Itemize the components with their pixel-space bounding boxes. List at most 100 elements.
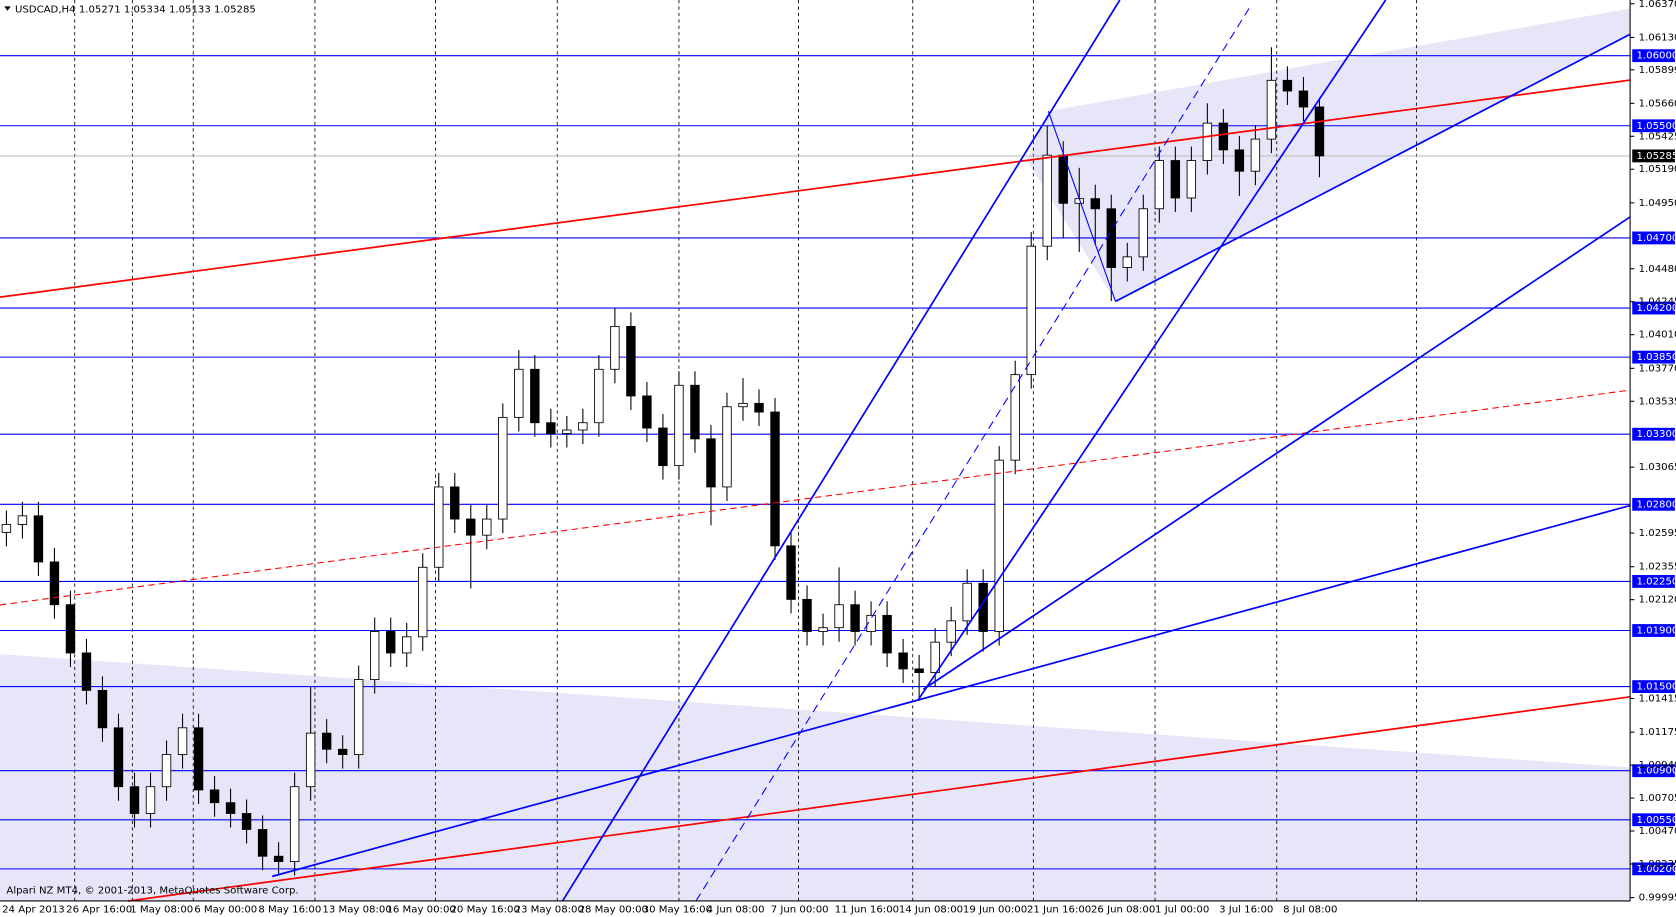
candle-body xyxy=(145,786,156,814)
x-tick-label: 28 May 00:00 xyxy=(579,905,648,916)
x-tick-label: 23 May 08:00 xyxy=(515,905,584,916)
candle-body xyxy=(738,402,748,408)
candle-body xyxy=(209,789,220,804)
level-label: 1.04700 xyxy=(1637,233,1676,244)
y-tick-label: 1.06370 xyxy=(1639,0,1676,10)
candle-body xyxy=(498,416,508,520)
candle-body xyxy=(818,627,828,632)
candle-body xyxy=(450,486,460,520)
level-tag xyxy=(1632,119,1675,133)
level-label: 1.05500 xyxy=(1637,121,1676,132)
last-price-label: 1.05285 xyxy=(1637,151,1676,162)
levels: 1.06000 1.05500 1.04700 1.04200 1.03850 1.033… xyxy=(0,49,1676,876)
level-label: 1.00550 xyxy=(1637,815,1676,826)
candle-body xyxy=(514,368,524,418)
y-tick-label: 1.04950 xyxy=(1639,198,1676,209)
level-label: 1.03850 xyxy=(1637,352,1676,363)
candle-body xyxy=(65,604,76,654)
level-tag xyxy=(1632,764,1675,778)
candle-body xyxy=(834,604,844,629)
candle-body xyxy=(17,515,28,525)
level-tag xyxy=(1632,575,1675,588)
candle-body xyxy=(1234,149,1245,172)
candle-body xyxy=(1250,138,1261,172)
candle-body xyxy=(353,679,364,756)
candle-body xyxy=(866,614,876,632)
candle-body xyxy=(658,427,668,467)
x-tick-label: 1 Jul 00:00 xyxy=(1155,905,1209,916)
candle-body xyxy=(177,727,188,756)
x-tick-label: 8 May 16:00 xyxy=(258,905,321,916)
x-tick-label: 21 Jun 16:00 xyxy=(1027,905,1091,916)
x-tick-label: 20 May 16:00 xyxy=(450,905,519,916)
trendline xyxy=(127,695,1631,902)
trendline xyxy=(1115,33,1631,303)
candle-body xyxy=(674,384,684,467)
level-label: 1.00200 xyxy=(1637,864,1676,875)
candle-body xyxy=(113,727,124,788)
candle-body xyxy=(257,829,268,857)
level-label: 1.01500 xyxy=(1637,682,1676,693)
candle-body xyxy=(273,855,284,862)
candle-body xyxy=(882,614,892,654)
trendline xyxy=(271,504,1631,878)
x-tick-label: 7 Jun 00:00 xyxy=(771,905,829,916)
candle-body xyxy=(914,668,924,673)
candle-body xyxy=(578,422,588,431)
y-tick-label: 1.04245 xyxy=(1639,297,1676,308)
x-tick-label: 4 Jun 08:00 xyxy=(707,905,765,916)
y-tick-label: 1.02355 xyxy=(1639,562,1676,573)
level-label: 1.02250 xyxy=(1637,576,1676,587)
candle-body xyxy=(530,368,540,424)
candle-body xyxy=(1010,374,1020,461)
drawings xyxy=(0,0,1631,901)
level-tag xyxy=(1632,301,1675,315)
y-tick-label: 1.02120 xyxy=(1639,595,1676,606)
y-tick-label: 1.03065 xyxy=(1639,462,1676,473)
x-tick-label: 1 May 08:00 xyxy=(130,905,193,916)
candle-body xyxy=(305,732,316,788)
y-tick-label: 1.04480 xyxy=(1639,264,1676,275)
trendlines xyxy=(0,0,1631,902)
candle-body xyxy=(770,411,780,547)
candles xyxy=(1,47,1325,876)
candle-body xyxy=(642,395,652,429)
candle-body xyxy=(626,325,636,397)
candle-body xyxy=(1186,160,1197,199)
candle-body xyxy=(225,802,236,814)
candle-body xyxy=(1298,90,1309,108)
candle-body xyxy=(1,524,12,533)
x-tick-label: 14 Jun 08:00 xyxy=(899,905,963,916)
candle-body xyxy=(337,748,348,756)
y-tick-label: 1.00940 xyxy=(1639,760,1676,771)
y-tick-label: 1.05899 xyxy=(1639,65,1676,76)
candle-body xyxy=(1042,154,1052,247)
trendline xyxy=(922,216,1631,691)
menu-arrow[interactable] xyxy=(4,6,11,11)
candle-body xyxy=(482,518,492,536)
x-tick-label: 19 Jun 00:00 xyxy=(963,905,1027,916)
candle-body xyxy=(1314,106,1325,157)
candle-body xyxy=(1202,122,1213,161)
x-tick-label: 11 Jun 16:00 xyxy=(835,905,899,916)
candle-body xyxy=(321,732,332,750)
y-tick-label: 1.03770 xyxy=(1639,363,1676,374)
candle-body xyxy=(802,598,812,632)
y-tick-label: 1.02595 xyxy=(1639,528,1676,539)
level-label: 1.01900 xyxy=(1637,626,1676,637)
candle-body xyxy=(193,727,204,791)
candle-body xyxy=(81,652,92,691)
level-tag xyxy=(1632,862,1675,876)
candle-body xyxy=(418,566,428,638)
candle-body xyxy=(1106,208,1116,268)
trendline xyxy=(695,8,1250,902)
candle-body xyxy=(962,582,972,622)
candle-body xyxy=(786,545,796,600)
candle-body xyxy=(402,636,412,654)
candle-body xyxy=(754,402,764,413)
candle-body xyxy=(97,689,108,729)
x-tick-label: 24 Apr 2013 xyxy=(2,905,65,916)
level-tag xyxy=(1632,680,1675,694)
candle-body xyxy=(946,620,956,643)
